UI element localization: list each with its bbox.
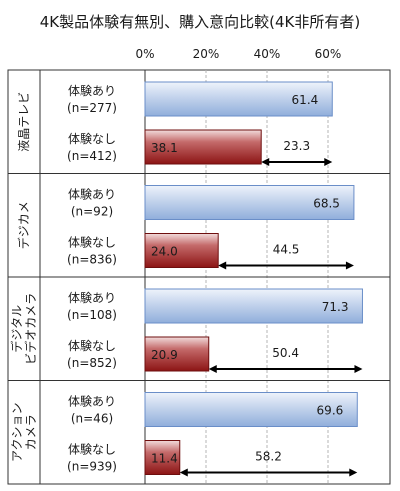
category-group: デジカメ 体験あり (n=92) 68.5 体験なし (n=836) 24.0 44.5: [8, 173, 390, 270]
difference-label: 23.3: [283, 139, 310, 153]
category-label: 液晶テレビ: [16, 92, 31, 152]
row-label: 体験あり: [68, 187, 116, 202]
bar-without-experience: [144, 440, 181, 475]
bar-without-experience: [144, 129, 262, 165]
category-group: デジタルビデオカメラ 体験あり (n=108) 71.3 体験なし (n=852) 20.9…: [8, 276, 390, 373]
row-label: 体験なし: [68, 131, 116, 146]
bar-with-experience: [144, 288, 363, 324]
difference-label: 58.2: [255, 450, 282, 464]
bar-value-label: 68.5: [313, 197, 340, 211]
row-n-label: (n=92): [71, 205, 113, 219]
category-label: アクションカメラ: [10, 403, 38, 462]
bar-value-label: 11.4: [151, 452, 178, 466]
bar-value-label: 20.9: [151, 348, 178, 362]
row-n-label: (n=939): [67, 460, 117, 474]
row-label: 体験なし: [68, 235, 116, 250]
row-n-label: (n=412): [67, 149, 117, 163]
x-tick-label: 0%: [135, 47, 154, 61]
chart-title: 4K製品体験有無別、購入意向比較(4K非所有者): [40, 13, 360, 31]
arrowhead-left: [208, 365, 217, 373]
arrowhead-right: [354, 365, 363, 373]
bar-value-label: 71.3: [322, 300, 349, 314]
row-label: 体験なし: [68, 442, 116, 457]
bar-value-label: 24.0: [151, 245, 178, 259]
difference-label: 44.5: [273, 243, 300, 257]
row-n-label: (n=46): [71, 412, 113, 426]
category-label: デジタルビデオカメラ: [9, 293, 38, 365]
row-label: 体験あり: [68, 290, 116, 305]
row-n-label: (n=108): [67, 308, 117, 322]
x-tick-label: 20%: [193, 47, 220, 61]
row-label: 体験あり: [68, 394, 116, 409]
bar-with-experience: [144, 81, 333, 117]
x-axis-ticks: 0% 20% 40% 60%: [135, 47, 341, 61]
arrowhead-left: [261, 158, 270, 166]
x-tick-label: 60%: [315, 47, 342, 61]
bar-without-experience: [144, 233, 219, 268]
row-n-label: (n=852): [67, 356, 117, 370]
x-tick-label: 40%: [254, 47, 281, 61]
difference-label: 50.4: [272, 346, 299, 360]
row-n-label: (n=277): [67, 101, 117, 115]
category-group: アクションカメラ 体験あり (n=46) 69.6 体験なし (n=939) 11.4 58.…: [8, 380, 390, 477]
arrowhead-right: [324, 158, 333, 166]
bar-value-label: 38.1: [151, 141, 178, 155]
row-label: 体験なし: [68, 338, 116, 353]
bar-with-experience: [144, 185, 355, 220]
row-label: 体験あり: [68, 83, 116, 98]
arrowhead-left: [218, 261, 227, 270]
arrowhead-left: [179, 468, 188, 477]
bar-value-label: 61.4: [292, 93, 319, 107]
category-label: デジカメ: [16, 201, 31, 249]
bar-with-experience: [144, 392, 358, 427]
category-group: 液晶テレビ 体験あり (n=277) 61.4 体験なし (n=412) 38.1 23.3: [16, 81, 333, 166]
row-n-label: (n=836): [67, 253, 117, 267]
arrowhead-right: [345, 261, 354, 270]
bar-without-experience: [144, 336, 210, 372]
bar-value-label: 69.6: [317, 404, 344, 418]
arrowhead-right: [349, 468, 358, 477]
